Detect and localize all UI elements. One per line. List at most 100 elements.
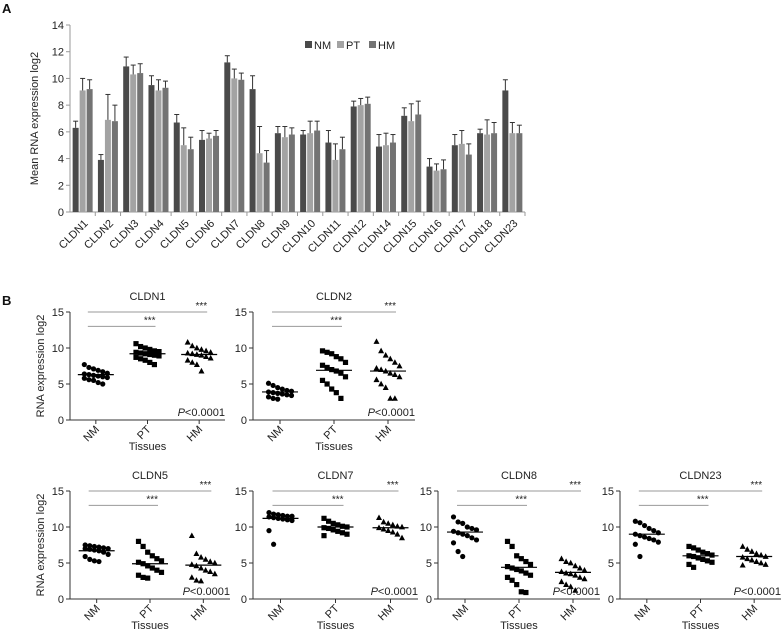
data-point-nm [464, 533, 470, 539]
x-tick-label: PT [688, 602, 707, 621]
data-point-hm [207, 558, 214, 564]
bar-nm-cldn16 [426, 166, 433, 212]
data-point-nm [82, 546, 88, 552]
data-point-hm [193, 550, 200, 557]
y-tick-label: 15 [602, 486, 614, 498]
p-value-text: <0.0001 [378, 586, 418, 598]
significance-stars: *** [384, 301, 396, 312]
data-point-hm [203, 353, 210, 360]
data-point-hm [576, 564, 583, 571]
x-tick-label: PT [135, 423, 154, 442]
data-point-nm [95, 367, 101, 373]
data-point-hm [762, 561, 769, 567]
data-point-hm [376, 514, 382, 521]
data-point-pt [329, 386, 335, 392]
legend-label-nm: NM [314, 40, 331, 52]
x-tick-label: HM [559, 603, 580, 624]
data-point-hm [211, 570, 218, 577]
panel-label-b: B [2, 293, 11, 308]
data-point-nm [270, 395, 276, 401]
data-point-nm [270, 390, 276, 396]
bar-hm-cldn10 [314, 130, 321, 212]
data-point-pt [326, 518, 332, 524]
data-point-pt [333, 354, 339, 360]
data-point-hm [202, 567, 209, 573]
x-tick-label: PT [138, 602, 157, 621]
x-tick-label: NM [266, 424, 287, 445]
bar-pt-cldn6 [206, 138, 213, 212]
data-point-hm [207, 568, 214, 575]
data-point-pt [527, 561, 534, 568]
bar-nm-cldn4 [148, 85, 155, 212]
data-point-pt [324, 381, 330, 387]
data-point-pt [504, 564, 511, 570]
data-point-nm [469, 535, 475, 541]
data-point-pt [151, 352, 157, 358]
x-tick-label: PT [323, 602, 342, 621]
data-point-hm [748, 556, 755, 563]
data-point-nm [280, 516, 286, 522]
data-point-hm [202, 556, 209, 562]
data-point-pt [321, 515, 327, 521]
bar-pt-cldn7 [231, 78, 238, 212]
data-point-hm [189, 359, 196, 365]
data-point-nm [632, 518, 638, 524]
y-tick-label: 12 [52, 47, 64, 59]
data-point-nm [632, 541, 638, 547]
data-point-pt [509, 543, 515, 550]
significance-stars: *** [330, 315, 342, 326]
data-point-nm [100, 545, 107, 551]
data-point-hm [581, 575, 588, 582]
p-value-symbol: P [734, 586, 742, 598]
p-value-text: <0.0001 [190, 586, 230, 598]
data-point-nm [91, 547, 97, 553]
data-point-hm [758, 559, 765, 566]
data-point-nm [96, 544, 102, 550]
data-point-nm [271, 541, 277, 547]
bar-nm-cldn2 [97, 159, 104, 212]
data-point-nm [266, 528, 272, 534]
data-point-hm [378, 347, 385, 354]
data-point-pt [691, 545, 697, 551]
bar-pt-cldn16 [433, 170, 440, 212]
data-point-nm [646, 525, 652, 532]
data-point-hm [198, 564, 205, 571]
data-point-nm [86, 364, 92, 371]
p-value-symbol: P [553, 586, 561, 598]
bar-hm-cldn12 [364, 103, 371, 212]
scatter-plot-cldn7: CLDN7 0 5 10 15 NM PT HM *** *** P<0.0001 Tissues [235, 470, 418, 632]
data-point-hm [558, 555, 565, 562]
data-point-pt [704, 558, 710, 564]
p-value-symbol: P [183, 586, 191, 598]
data-point-hm [396, 373, 403, 380]
data-point-hm [581, 567, 588, 573]
data-point-pt [156, 349, 162, 355]
data-point-nm [100, 374, 106, 380]
data-point-pt [326, 525, 332, 532]
data-point-pt [140, 543, 146, 550]
x-tick-label: PT [322, 423, 341, 442]
data-point-pt [142, 345, 148, 351]
data-point-pt [145, 563, 151, 569]
data-point-hm [576, 574, 583, 580]
data-point-nm [641, 534, 648, 540]
data-point-hm [207, 354, 214, 361]
x-axis-label: Tissues [131, 620, 169, 632]
plot-title: CLDN23 [679, 470, 721, 482]
data-point-pt [158, 558, 165, 564]
bar-pt-cldn9 [281, 137, 288, 212]
data-point-hm [394, 531, 401, 537]
bar-nm-cldn17 [451, 145, 458, 212]
data-point-nm [87, 543, 93, 549]
data-point-hm [387, 355, 394, 362]
data-point-nm [91, 558, 97, 564]
bar-nm-cldn10 [300, 134, 307, 212]
data-point-nm [460, 520, 466, 527]
x-tick-label: NM [266, 603, 287, 624]
y-tick-label: 0 [58, 207, 64, 219]
x-tick-label: HM [740, 603, 761, 624]
data-point-pt [504, 538, 511, 544]
bar-nm-cldn23 [502, 90, 509, 212]
data-point-pt [342, 374, 349, 380]
significance-stars: *** [195, 301, 207, 312]
